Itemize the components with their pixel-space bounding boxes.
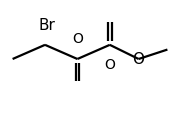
- Text: Br: Br: [38, 18, 55, 34]
- Text: O: O: [104, 58, 115, 72]
- Text: O: O: [133, 51, 145, 67]
- Text: O: O: [72, 32, 83, 46]
